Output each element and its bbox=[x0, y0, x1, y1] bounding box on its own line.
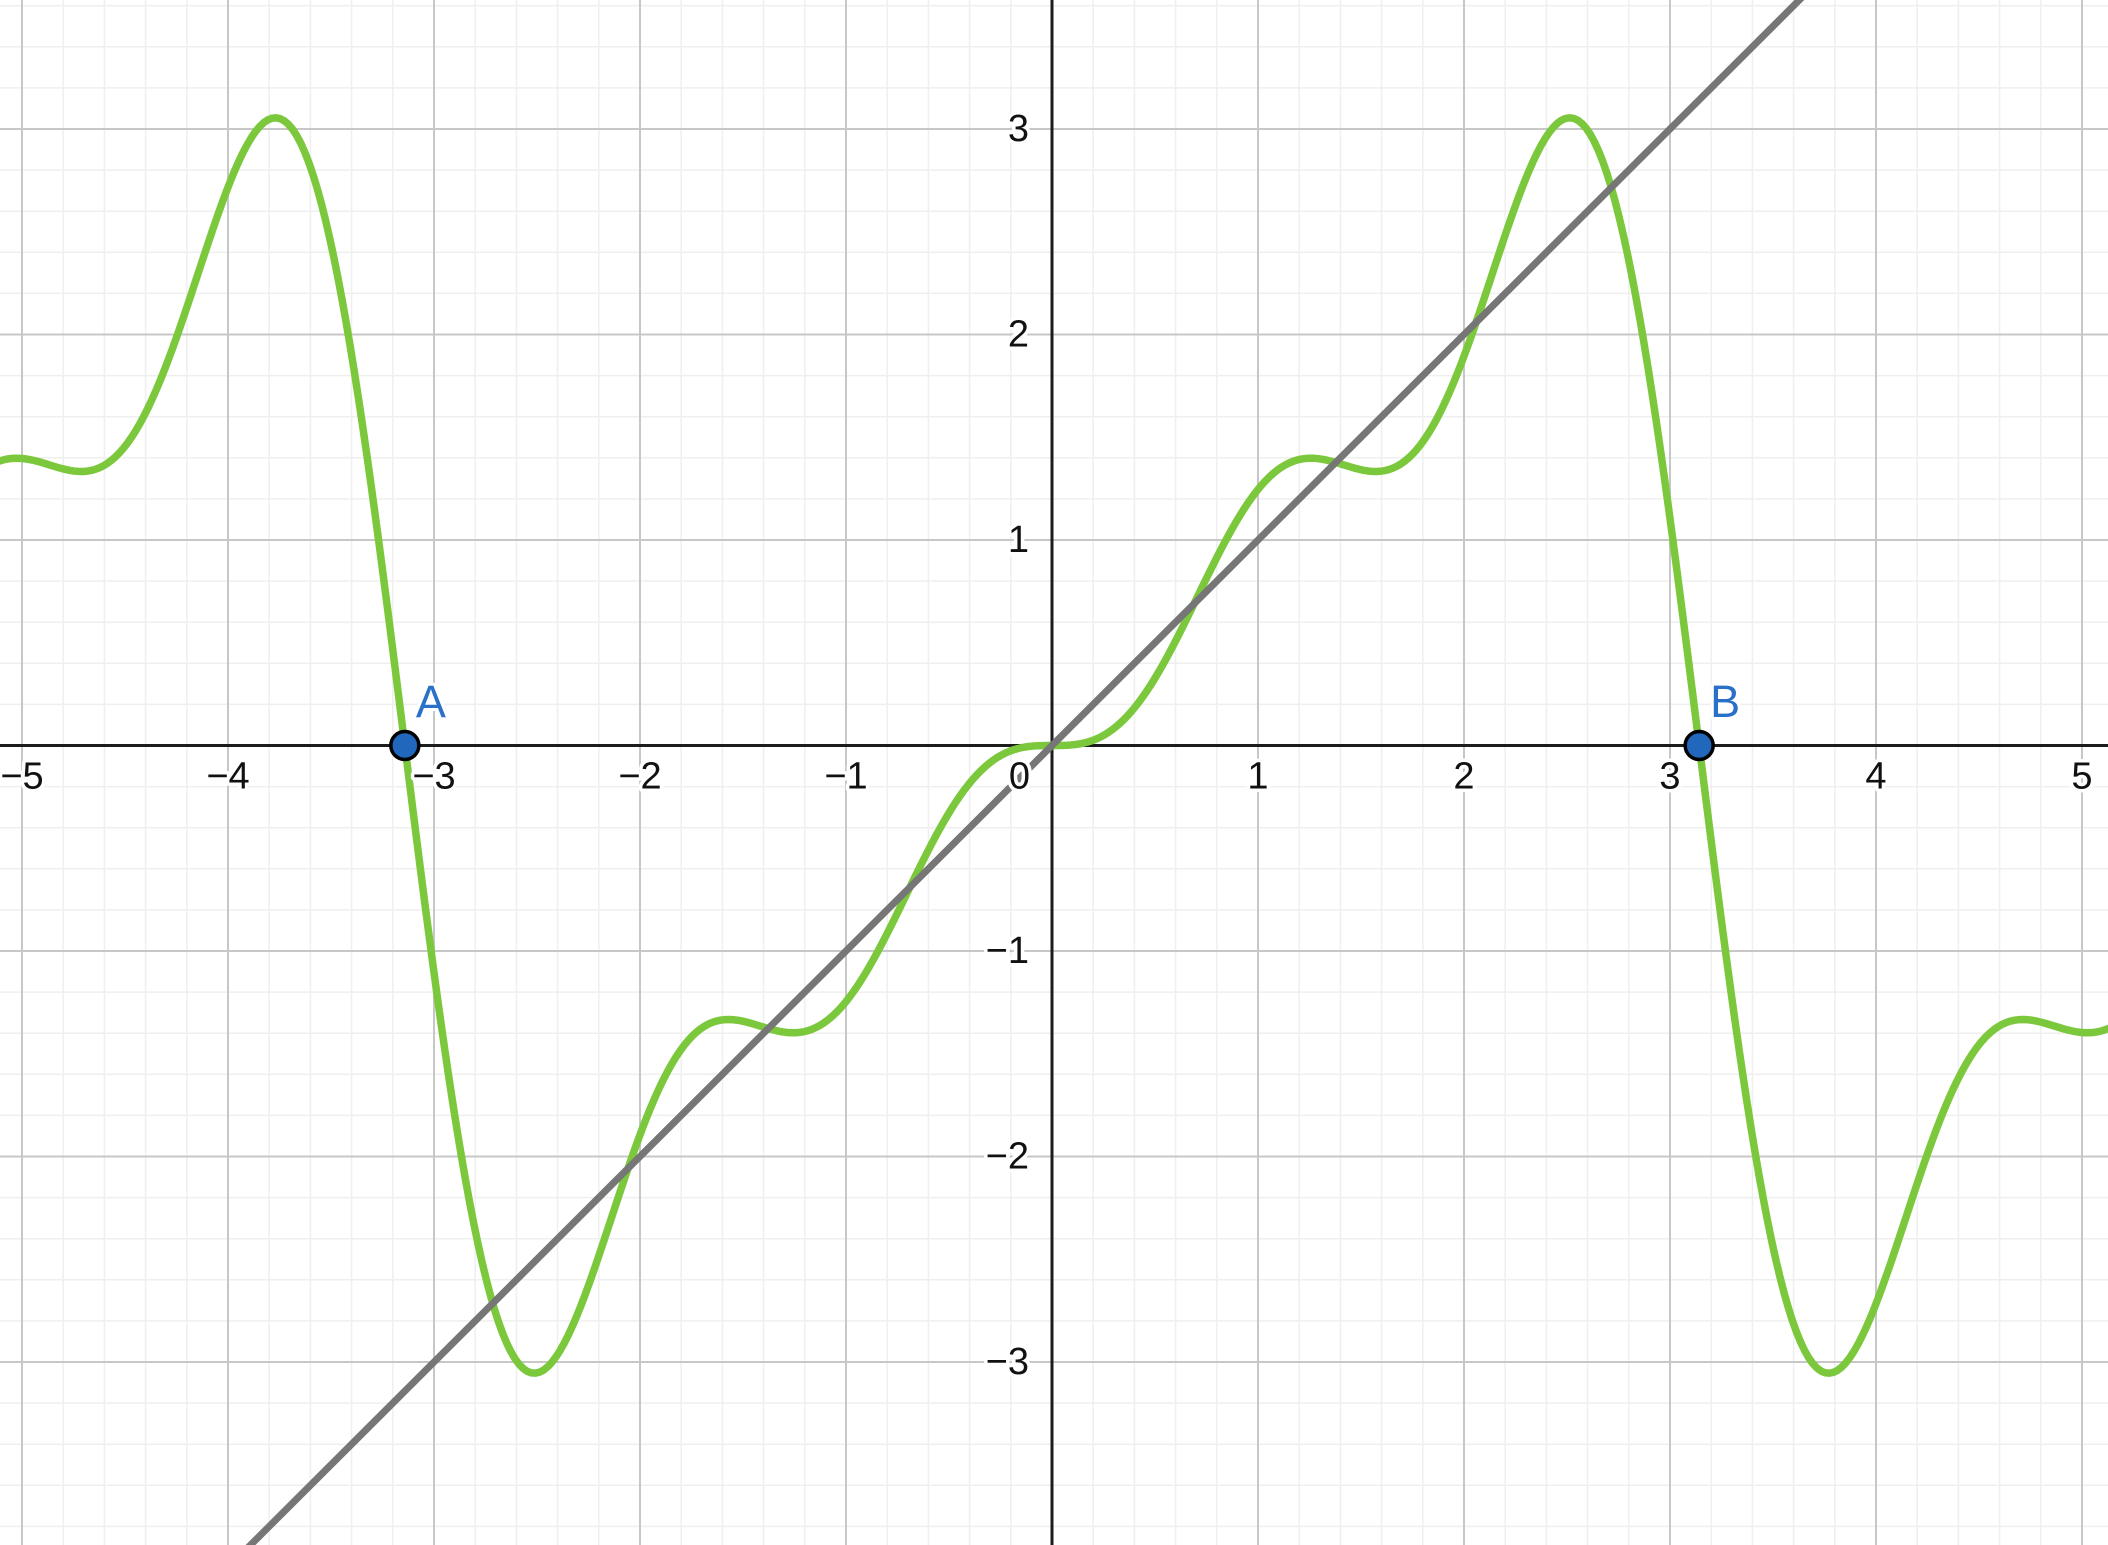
point-B-label: B bbox=[1710, 676, 1740, 727]
point-B[interactable] bbox=[1683, 729, 1715, 762]
y-tick-label: 1 bbox=[1008, 519, 1029, 561]
x-tick-label: 1 bbox=[1247, 756, 1268, 798]
plotted-points bbox=[389, 729, 1715, 762]
y-tick-label: −3 bbox=[986, 1341, 1029, 1383]
y-tick-label: 3 bbox=[1008, 108, 1029, 150]
x-tick-label: −4 bbox=[206, 756, 249, 798]
y-tick-label: −2 bbox=[986, 1136, 1029, 1178]
y-tick-label: −1 bbox=[986, 930, 1029, 972]
x-tick-label: 4 bbox=[1865, 756, 1886, 798]
point-A-label: A bbox=[416, 676, 446, 727]
y-tick-label: 2 bbox=[1008, 314, 1029, 356]
point-A[interactable] bbox=[389, 729, 421, 762]
x-tick-label: 2 bbox=[1453, 756, 1474, 798]
origin-label: 0 bbox=[1009, 756, 1030, 798]
x-tick-label: −5 bbox=[0, 756, 43, 798]
x-tick-label: 3 bbox=[1659, 756, 1680, 798]
axis-tick-labels: −5 −4 −3 −2 −1 1 2 3 4 5 3 2 1 −1 −2 −3 0 bbox=[0, 105, 2096, 1387]
x-tick-label: 5 bbox=[2071, 756, 2092, 798]
x-tick-label: −2 bbox=[618, 756, 661, 798]
x-tick-label: −3 bbox=[412, 756, 455, 798]
x-tick-label: −1 bbox=[824, 756, 867, 798]
